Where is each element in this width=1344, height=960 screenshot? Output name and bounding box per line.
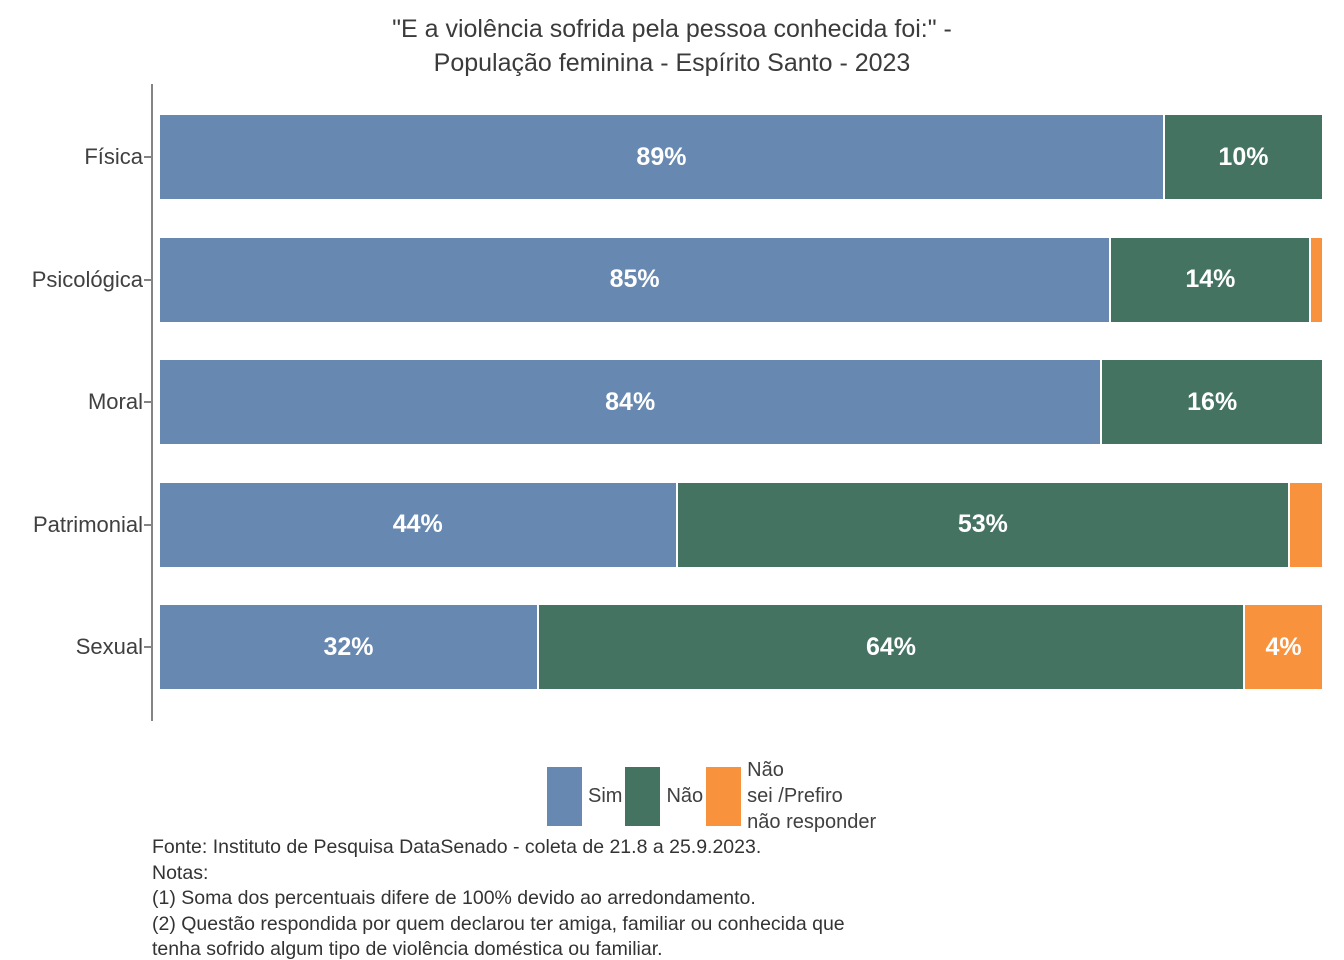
legend-swatch — [706, 766, 742, 826]
bar-segment-n-o: 53% — [675, 482, 1289, 567]
bar-row-psicológica: Psicológica 85% 14% — [32, 237, 1322, 322]
category-label: Moral — [87, 389, 143, 414]
bar-segment-n-o-sei-prefiro-n-o-responder: 4% — [1243, 605, 1323, 689]
axis-tick — [144, 401, 151, 403]
bar-value-label: 4% — [1265, 632, 1302, 661]
legend-label: Sim — [588, 785, 623, 807]
bar-segment-n-o: 10% — [1162, 115, 1322, 199]
footnotes: Fonte: Instituto de Pesquisa DataSenado … — [152, 835, 845, 960]
bar-value-label: 53% — [957, 510, 1008, 538]
axis-tick — [144, 646, 151, 648]
bar-value-label: 16% — [1187, 387, 1238, 416]
bar-value-label: 64% — [865, 632, 917, 661]
bar-value-label: 44% — [392, 510, 443, 538]
legend-item: Não — [625, 766, 704, 826]
chart-title-line2: População feminina - Espírito Santo - 20… — [433, 49, 911, 77]
y-axis-line — [151, 84, 153, 721]
footnote-line: Fonte: Instituto de Pesquisa DataSenado … — [152, 836, 762, 858]
legend-item: Não sei /Prefiro não responder — [706, 757, 876, 835]
axis-tick — [144, 278, 151, 281]
bar-row-sexual: Sexual 32% 64% 4% — [76, 605, 1323, 689]
bar-value-label: 14% — [1185, 265, 1236, 293]
bar-segment-sim: 44% — [160, 482, 676, 567]
footnote-line: (1) Soma dos percentuais difere de 100% … — [152, 887, 756, 909]
chart-title-line1: "E a violência sofrida pela pessoa conhe… — [392, 15, 952, 43]
bar-segment-n-o-sei-prefiro-n-o-responder — [1288, 482, 1322, 567]
axis-tick — [144, 156, 151, 158]
legend-swatch — [625, 766, 661, 826]
bar-value-label: 89% — [636, 142, 687, 171]
bar-segment-sim: 89% — [160, 115, 1163, 199]
bar-value-label: 85% — [609, 265, 660, 293]
bar-value-label: 84% — [605, 387, 656, 416]
bar-segment-n-o: 16% — [1100, 360, 1322, 444]
bar-segment-sim: 85% — [160, 237, 1110, 322]
legend-label: Não — [666, 785, 704, 807]
category-label: Sexual — [75, 634, 143, 659]
legend: Sim Não Não sei /Prefiro não responder — [547, 757, 879, 835]
category-label: Psicológica — [31, 266, 143, 292]
bar-row-moral: Moral 84% 16% — [88, 360, 1322, 444]
bar-segment-n-o: 64% — [537, 605, 1243, 689]
legend-item: Sim — [547, 766, 623, 826]
category-label: Física — [84, 144, 143, 169]
bar-segment-sim: 32% — [160, 605, 538, 689]
bar-row-patrimonial: Patrimonial 44% 53% — [33, 482, 1322, 567]
bar-row-física: Física 89% 10% — [84, 115, 1322, 199]
bar-value-label: 32% — [323, 632, 374, 661]
footnote-line: (2) Questão respondida por quem declarou… — [152, 912, 845, 935]
chart-title: "E a violência sofrida pela pessoa conhe… — [0, 12, 1344, 80]
legend-label: Não sei /Prefiro não responder — [747, 759, 877, 833]
bar-segment-n-o-sei-prefiro-n-o-responder — [1309, 237, 1322, 322]
footnote-line: tenha sofrido algum tipo de violência do… — [152, 938, 663, 960]
axis-tick — [144, 523, 151, 526]
legend-swatch — [547, 766, 582, 826]
bar-value-label: 10% — [1218, 142, 1269, 171]
bar-segment-n-o: 14% — [1109, 237, 1310, 322]
plot-area: Física 89% 10% Psicológica 85% 14% Moral 84% 16%… — [32, 84, 1323, 721]
bar-segment-sim: 84% — [160, 360, 1101, 444]
category-label: Patrimonial — [32, 511, 143, 537]
footnote-line: Notas: — [152, 861, 209, 884]
